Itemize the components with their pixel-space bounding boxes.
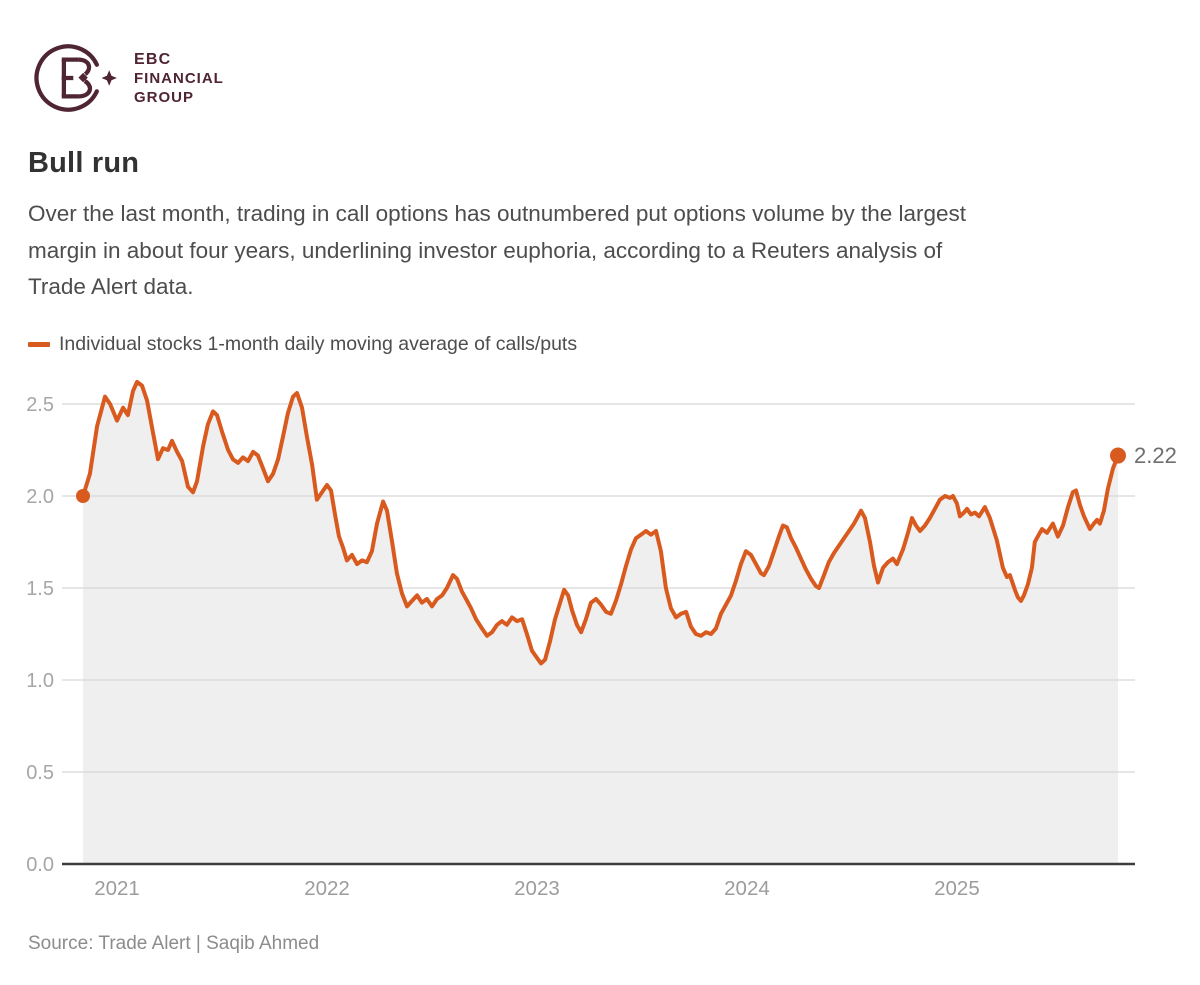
y-tick-label-0.5: 0.5 [26,762,54,784]
y-tick-label-2.5: 2.5 [26,394,54,416]
ebc-logo: EBC FINANCIAL GROUP [28,31,224,125]
x-tick-label-2025: 2025 [934,877,980,900]
series-area-fill [83,381,1118,864]
subtitle-line-1: Over the last month, trading in call opt… [28,201,967,226]
x-tick-label-2024: 2024 [724,877,770,900]
x-tick-label-2022: 2022 [304,877,350,900]
legend-line-swatch [28,342,50,347]
subtitle-line-3: Trade Alert data. [28,274,194,299]
logo-line-1: EBC [134,50,172,68]
x-tick-label-2023: 2023 [514,877,560,900]
logo-monogram [61,57,93,99]
logo-wordmark: EBC FINANCIAL GROUP [134,50,224,107]
series-start-dot [75,489,90,504]
logo-circle [34,44,102,112]
line-chart: 0.0 0.5 1.0 1.5 2.0 2.5 2021 2022 2023 2024 2025 2.… [26,379,1177,900]
logo-sparkle-icon [101,70,117,86]
y-tick-label-1.0: 1.0 [26,670,54,692]
series-line [81,379,1120,666]
logo-line-2: FINANCIAL [134,69,224,87]
ebc-logo-mark-svg [34,44,117,112]
y-tick-label-1.5: 1.5 [26,578,54,600]
subtitle-line-2: margin in about four years, underlining … [28,237,943,263]
legend: Individual stocks 1-month daily moving a… [28,333,577,356]
x-tick-label-2021: 2021 [94,877,140,900]
series-end-dot [1109,447,1126,464]
logo-line-3: GROUP [134,88,195,106]
y-tick-label-0.0: 0.0 [26,854,54,876]
y-tick-label-2.0: 2.0 [26,486,54,508]
source-attribution: Source: Trade Alert | Saqib Ahmed [28,933,320,954]
page-title: Bull run [28,147,140,179]
chart-subtitle: Over the last month, trading in call opt… [28,196,1178,306]
end-value-label: 2.22 [1134,443,1177,468]
legend-label: Individual stocks 1-month daily moving a… [59,333,578,355]
ebc-logo-icon [28,31,122,125]
